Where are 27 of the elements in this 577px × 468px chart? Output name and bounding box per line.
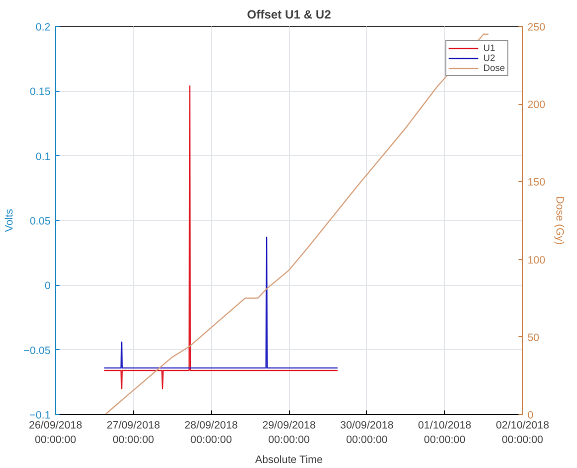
y-tick-label: −0.1 xyxy=(29,410,51,422)
x-tick-label: 30/09/2018 00:00:00 xyxy=(340,420,394,446)
legend-label: Dose xyxy=(483,63,505,73)
x-tick-label: 28/09/2018 00:00:00 xyxy=(184,420,238,446)
y-tick-label: −0.05 xyxy=(24,344,51,357)
x-tick-label: 26/09/2018 00:00:00 xyxy=(28,420,82,446)
chart-title: Offset U1 & U2 xyxy=(246,8,332,22)
x-tick-label: 01/10/2018 00:00:00 xyxy=(418,420,472,446)
y2-tick-label: 0 xyxy=(528,410,534,422)
y-tick-label: 0.05 xyxy=(30,216,51,228)
x-tick-label: 02/10/2018 00:00:00 xyxy=(496,420,550,446)
x-tick-label: 27/09/2018 00:00:00 xyxy=(106,420,160,446)
legend-label: U1 xyxy=(483,43,496,53)
x-axis-title: Absolute Time xyxy=(255,454,323,466)
y-tick-label: 0.15 xyxy=(30,86,51,98)
y2-tick-label: 200 xyxy=(528,99,546,112)
y-axis-title: Volts xyxy=(4,208,16,232)
y2-tick-label: 150 xyxy=(528,176,546,189)
y-tick-label: 0 xyxy=(44,280,51,292)
y2-tick-label: 250 xyxy=(528,22,546,34)
y2-axis-title: Dose (Gy) xyxy=(553,196,566,245)
y2-tick-label: 100 xyxy=(528,254,546,266)
y-tick-label: 0.1 xyxy=(36,150,51,163)
y2-tick-label: 50 xyxy=(528,332,540,344)
y-tick-label: 0.2 xyxy=(36,22,51,34)
legend-label: U2 xyxy=(483,53,496,63)
x-tick-label: 29/09/2018 00:00:00 xyxy=(262,420,316,446)
